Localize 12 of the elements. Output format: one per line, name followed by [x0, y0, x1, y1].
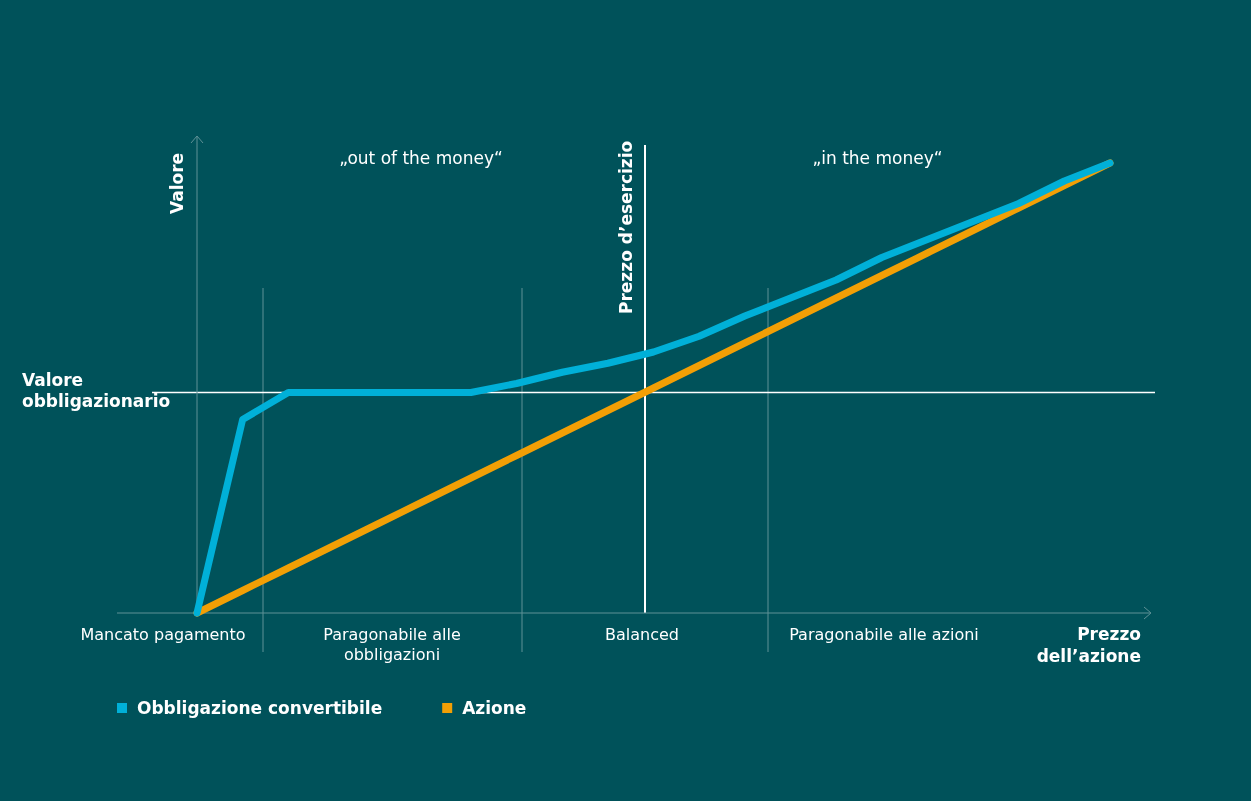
text: Balanced: [605, 625, 679, 644]
annotation: „out of the money“: [339, 148, 503, 168]
text: Mancato pagamento: [80, 625, 246, 644]
annotation: Prezzo d’esercizio: [616, 140, 636, 314]
x-axis-title: Prezzo dell’azione: [1036, 624, 1141, 667]
text: Paragonabile alle azioni: [789, 625, 979, 644]
legend-label: Obbligazione convertibile: [137, 698, 383, 718]
text: Paragonabile alle obbligazioni: [323, 625, 461, 664]
ref-line-label: Valore obbligazionario: [22, 369, 171, 411]
legend-label: Azione: [462, 698, 527, 718]
y-axis-title: Valore: [167, 152, 187, 214]
annotation: „in the money“: [812, 148, 943, 168]
